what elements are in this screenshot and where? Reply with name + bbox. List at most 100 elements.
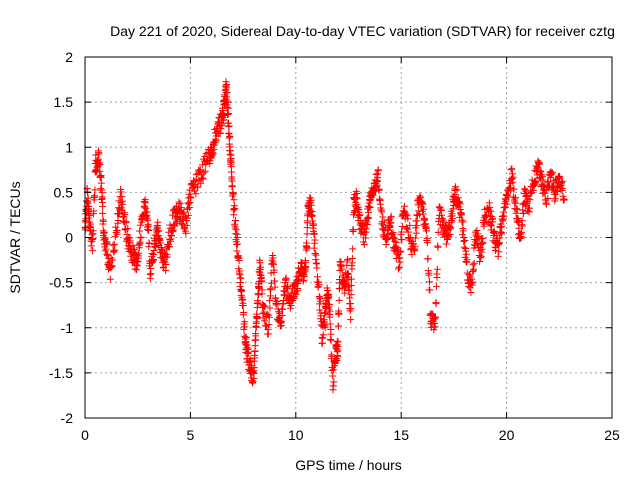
data-point — [379, 213, 387, 221]
data-point — [121, 211, 129, 219]
y-tick-label: -2 — [61, 410, 74, 426]
data-point — [348, 275, 356, 283]
data-point — [230, 211, 238, 219]
data-point — [547, 169, 555, 177]
data-point — [458, 210, 466, 218]
data-point — [387, 212, 395, 220]
data-point — [142, 204, 150, 212]
data-point — [233, 247, 241, 255]
data-point — [222, 93, 230, 101]
data-point — [151, 231, 159, 239]
data-point — [513, 205, 521, 213]
data-point — [186, 186, 194, 194]
x-axis-label: GPS time / hours — [295, 457, 402, 473]
data-point — [396, 258, 404, 266]
data-point — [509, 173, 517, 181]
data-point — [157, 243, 165, 251]
data-point — [378, 208, 386, 216]
data-point — [271, 277, 279, 285]
data-point — [403, 212, 411, 220]
data-point — [220, 111, 228, 119]
data-point — [122, 218, 130, 226]
data-point — [333, 337, 341, 345]
data-point — [327, 336, 335, 344]
data-point — [270, 266, 278, 274]
data-point — [347, 282, 355, 290]
data-point — [311, 236, 319, 244]
data-point — [302, 263, 310, 271]
data-point — [521, 186, 529, 194]
data-point — [232, 226, 240, 234]
data-point — [418, 199, 426, 207]
data-point — [230, 196, 238, 204]
data-point — [454, 194, 462, 202]
data-point — [419, 200, 427, 208]
data-point — [431, 323, 439, 331]
data-point — [312, 251, 320, 259]
y-tick-label: 1 — [65, 139, 73, 155]
data-point — [398, 228, 406, 236]
data-point — [434, 228, 442, 236]
data-point — [508, 165, 516, 173]
data-point — [264, 330, 272, 338]
data-point — [470, 265, 478, 273]
data-point — [97, 179, 105, 187]
data-point — [326, 313, 334, 321]
data-point — [497, 223, 505, 231]
data-point — [235, 257, 243, 265]
data-point — [398, 222, 406, 230]
data-point — [165, 243, 173, 251]
data-point — [325, 293, 333, 301]
data-point — [333, 357, 341, 365]
data-point — [224, 109, 232, 117]
data-point — [412, 229, 420, 237]
data-point — [549, 169, 557, 177]
data-point — [448, 215, 456, 223]
data-point — [319, 334, 327, 342]
data-point — [242, 333, 250, 341]
data-point — [202, 150, 210, 158]
data-point — [433, 265, 441, 273]
data-point — [404, 228, 412, 236]
data-point — [185, 204, 193, 212]
data-point — [179, 210, 187, 218]
data-point — [416, 210, 424, 218]
data-point — [473, 226, 481, 234]
data-point — [175, 198, 183, 206]
data-point — [117, 188, 125, 196]
data-point — [183, 221, 191, 229]
data-point — [452, 183, 460, 191]
y-tick-label: 0 — [65, 230, 73, 246]
data-point — [551, 195, 559, 203]
data-point — [330, 378, 338, 386]
data-point — [117, 199, 125, 207]
data-point — [348, 255, 356, 263]
data-point — [476, 244, 484, 252]
data-point — [363, 220, 371, 228]
data-point — [458, 216, 466, 224]
data-point — [240, 309, 248, 317]
data-point — [216, 129, 224, 137]
data-point — [284, 282, 292, 290]
data-point — [456, 200, 464, 208]
data-point — [469, 261, 477, 269]
data-point — [438, 211, 446, 219]
data-point — [90, 207, 98, 215]
data-point — [426, 286, 434, 294]
data-point — [541, 189, 549, 197]
data-point — [544, 178, 552, 186]
data-point — [476, 257, 484, 265]
data-point — [536, 159, 544, 167]
data-point — [252, 332, 260, 340]
data-point — [345, 294, 353, 302]
data-point — [408, 251, 416, 259]
data-point — [136, 221, 144, 229]
data-point — [506, 187, 514, 195]
data-point — [278, 317, 286, 325]
data-point — [433, 273, 441, 281]
data-point — [180, 208, 188, 216]
data-point — [89, 247, 97, 255]
y-tick-label: -0.5 — [49, 275, 73, 291]
data-point — [422, 227, 430, 235]
data-point — [328, 352, 336, 360]
